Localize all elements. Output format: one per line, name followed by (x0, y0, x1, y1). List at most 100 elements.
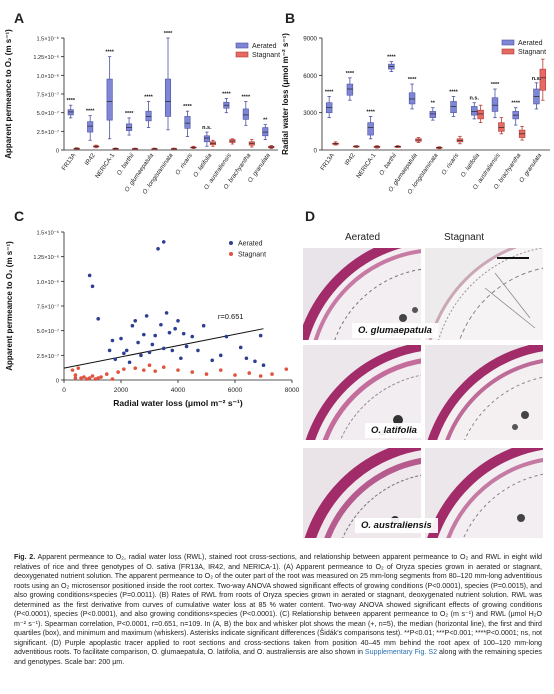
chart-b: 0 3000 6000 9000 Radial water loss (μmol m⁻²… (281, 33, 550, 196)
category-label: FR13A (61, 151, 78, 172)
scatter-point-aerated (119, 336, 123, 341)
panel-letter-d: D (305, 208, 316, 224)
scatter-point-aerated (161, 240, 166, 244)
scatter-point-stagnant (176, 368, 180, 372)
scatter-point-aerated (150, 342, 155, 347)
box-aerated (164, 78, 172, 117)
box-aerated (106, 78, 113, 121)
significance-mark: **** (449, 89, 458, 95)
category-label: IR42 (343, 152, 357, 167)
scatter-point-aerated (244, 356, 249, 361)
scatter-point-stagnant (233, 373, 237, 377)
significance-mark: **** (491, 82, 500, 88)
scatter-point-aerated (170, 348, 175, 353)
significance-mark: **** (366, 109, 375, 115)
y-tick-label: 2.5×10⁻⁷ (37, 129, 59, 136)
y-tick-label: 0 (314, 148, 318, 155)
box-stagnant (498, 122, 505, 132)
scatter-point-aerated (113, 357, 118, 362)
scatter-point-stagnant (116, 370, 120, 374)
category-label: O. barthii (116, 152, 136, 177)
scatter-point-aerated (153, 333, 157, 338)
y-tick-label: 6000 (303, 73, 317, 80)
scatter-point-aerated (176, 319, 180, 323)
figure-caption: Fig. 2. Apparent permeance to O₂, radial… (14, 553, 542, 667)
significance-mark: **** (86, 109, 95, 115)
caption-text: Apparent permeance to O₂, radial water l… (14, 553, 542, 656)
legend-label-aerated: Aerated (238, 241, 263, 248)
y-tick-label: 1.25×10⁻⁶ (33, 254, 59, 261)
category-label: O. rivaris (174, 152, 194, 176)
scatter-point-stagnant (122, 367, 126, 371)
micrograph-latifolia-stagnant (425, 345, 543, 440)
significance-mark: **** (125, 111, 134, 117)
scatter-point-stagnant (110, 377, 115, 381)
scatter-point-aerated (238, 345, 243, 350)
box-aerated (184, 116, 191, 129)
col-head-stagnant: Stagnant (444, 232, 485, 243)
legend-marker-aerated (229, 241, 233, 245)
box-aerated (87, 121, 94, 133)
scatter-point-aerated (184, 344, 189, 349)
scatter-point-stagnant (247, 371, 252, 375)
correlation-annotation: r=0.651 (218, 312, 244, 321)
species-label-latifolia: O. latifolia (365, 423, 423, 438)
caption-supplementary-link[interactable]: Supplementary Fig. S2 (364, 648, 438, 656)
scatter-point-aerated (218, 353, 223, 358)
scatter-point-aerated (133, 319, 138, 323)
significance-mark: ** (431, 101, 436, 107)
y-tick-label: 0 (56, 149, 59, 155)
significance-mark: **** (408, 77, 417, 83)
scatter-point-stagnant (82, 375, 86, 379)
scatter-point-aerated (124, 348, 129, 353)
scatter-point-aerated (87, 273, 92, 278)
significance-mark: **** (222, 91, 231, 97)
y-axis-label: Radial water loss (μmol m⁻² s⁻¹) (281, 33, 290, 155)
legend-label-aerated: Aerated (518, 40, 543, 47)
scatter-point-aerated (167, 330, 172, 335)
species-label-glumaepatula: O. glumaepatula (352, 323, 438, 338)
scatter-point-aerated (201, 323, 206, 328)
scatter-point-stagnant (85, 377, 89, 381)
y-tick-label: 7.5×10⁻⁷ (37, 304, 59, 311)
scatter-point-aerated (136, 340, 140, 345)
scatter-point-stagnant (147, 363, 152, 367)
scatter-point-aerated (159, 322, 163, 327)
legend-label-stagnant: Stagnant (518, 49, 546, 56)
category-label: O. barthii (378, 152, 398, 177)
scatter-point-aerated (190, 334, 195, 339)
scatter-point-stagnant (270, 372, 274, 376)
scatter-point-stagnant (70, 368, 75, 372)
caption-tail: along with the remaining species and gen… (14, 648, 542, 666)
box-aerated (126, 123, 133, 131)
micrograph-glumaepatula-stagnant (425, 248, 543, 340)
significance-mark: **** (144, 94, 153, 100)
scatter-point-stagnant (218, 368, 223, 372)
significance-mark: **** (164, 31, 173, 37)
scatter-point-aerated (261, 363, 266, 367)
scatter-point-stagnant (76, 366, 81, 370)
scatter-point-stagnant (90, 374, 95, 378)
legend-swatch-aerated (501, 39, 515, 46)
scatter-point-stagnant (104, 372, 109, 376)
box-aerated (429, 111, 437, 118)
box-aerated (145, 110, 152, 122)
box-aerated (346, 83, 354, 96)
significance-mark: **** (511, 101, 520, 107)
scatter-point-aerated (253, 359, 257, 364)
species-label-australiensis: O. australiensis (355, 518, 438, 533)
box-aerated (367, 122, 374, 136)
box-stagnant (477, 109, 484, 120)
scatter-point-stagnant (73, 373, 78, 377)
scatter-point-aerated (196, 348, 200, 353)
chart-a: 0 2.5×10⁻⁷ 5.0×10⁻⁷ 7.5×10⁻⁷ 1.0×10⁻⁶ 1.25×10… (4, 29, 280, 196)
legend-swatch-aerated (235, 42, 249, 49)
significance-mark: **** (387, 55, 396, 61)
box-aerated (471, 106, 478, 116)
category-label: O. latifolia (460, 152, 482, 179)
y-tick-label: 0 (56, 379, 59, 385)
scatter-point-aerated (110, 338, 115, 343)
scatter-point-stagnant (73, 376, 78, 380)
scatter-point-stagnant (258, 374, 263, 378)
scatter-point-stagnant (153, 369, 157, 373)
